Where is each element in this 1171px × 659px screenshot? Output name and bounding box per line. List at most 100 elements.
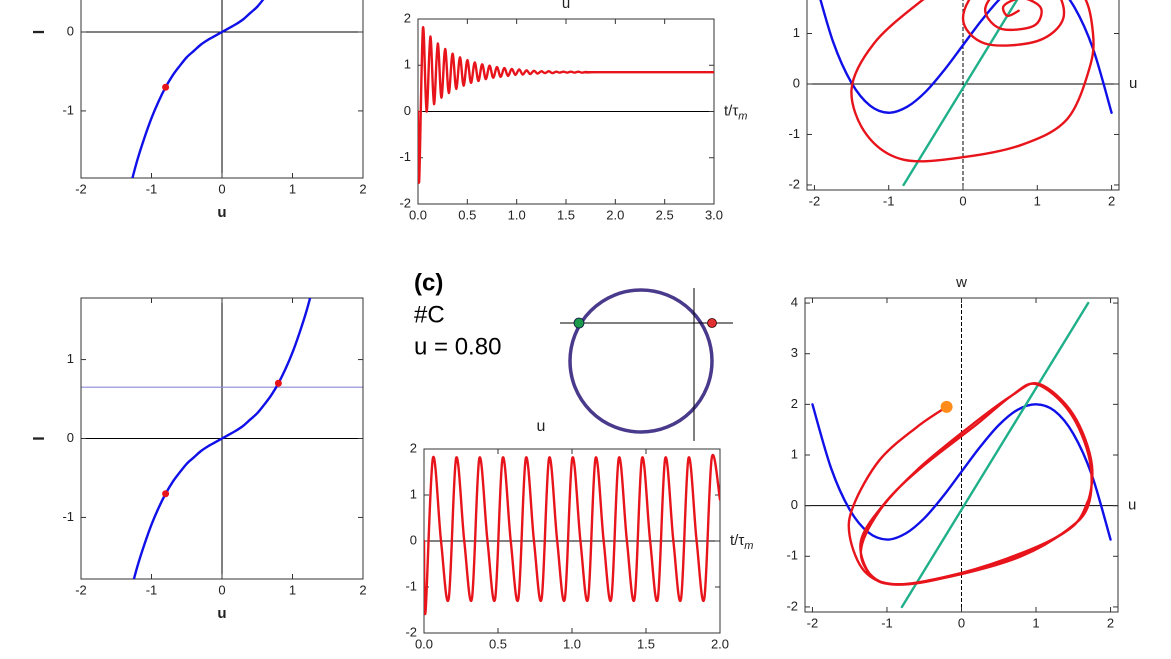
panel: -2 -1 0 1 2 -1 0 1 Iu: [31, 297, 367, 622]
panel-label: (c): [414, 269, 443, 296]
plot-area: [819, 0, 1113, 187]
y-tick-label: -1: [786, 548, 798, 563]
x-tick-label: -1: [146, 181, 158, 196]
x-axis-label-text: t/τ: [730, 532, 744, 549]
marker: [162, 83, 170, 91]
x-tick-label: 0: [218, 181, 225, 196]
y-tick-label: -1: [405, 578, 417, 593]
curve: [819, 0, 1113, 114]
state-dot: [573, 317, 585, 329]
panel: 0.0 0.5 1.0 1.5 2.0 2.5 3.0 -2 -1 0 1 2 u t/τm: [399, 0, 747, 222]
x-tick-label: -1: [146, 582, 158, 597]
x-tick-label: -1: [881, 615, 893, 630]
marker: [274, 379, 282, 387]
x-tick-label: 0.0: [415, 636, 433, 651]
orbit: [568, 288, 714, 434]
plot-area: [132, 298, 312, 579]
y-tick-label: 0: [404, 103, 411, 118]
x-tick-label: 1.5: [637, 636, 655, 651]
x-tick-label: 2.5: [656, 207, 674, 222]
plot-area: [131, 0, 265, 178]
x-tick-label: 3.0: [705, 207, 723, 222]
inset-label: u: [537, 418, 546, 435]
panel: -2 -1 0 1 2 -2 -1 0 1 2 3 4 w u: [786, 274, 1136, 630]
y-tick-label: 3: [791, 345, 798, 360]
y-tick-label: -1: [62, 102, 74, 117]
y-tick-label: 0: [793, 75, 800, 90]
x-axis-label-text: u: [1128, 497, 1136, 514]
curve: [131, 0, 265, 178]
panel-title: w: [955, 274, 967, 291]
x-axis-label-text: t/τ: [724, 102, 738, 119]
y-tick-label: 2: [404, 10, 411, 25]
x-tick-label: 1: [289, 582, 296, 597]
x-tick-label: 2.0: [711, 636, 729, 651]
x-axis-label-text: u: [217, 204, 226, 221]
x-tick-label: -2: [75, 181, 87, 196]
y-tick-label: 1: [410, 486, 417, 501]
curve: [847, 382, 1094, 586]
x-axis-label-text: u: [1129, 75, 1137, 92]
marker: [162, 490, 170, 498]
y-tick-label: 0: [410, 532, 417, 547]
x-tick-label: -1: [883, 193, 895, 208]
panel: 0.0 0.5 1.0 1.5 2.0 -2 -1 0 1 2 t/τm: [405, 440, 753, 651]
x-axis-label: t/τm: [730, 532, 753, 552]
x-tick-label: 2: [359, 582, 366, 597]
curve: [811, 403, 1112, 541]
x-axis-label: t/τm: [724, 102, 747, 122]
curve: [132, 298, 312, 579]
y-tick-label: 4: [791, 295, 798, 310]
y-tick-label: -1: [399, 149, 411, 164]
x-tick-label: 1: [1034, 193, 1041, 208]
x-tick-label: -2: [809, 193, 821, 208]
panel: -2 -1 0 1 2 -1 0 Iu: [31, 0, 367, 221]
x-axis-label: u: [1128, 497, 1136, 514]
x-tick-label: 0.5: [489, 636, 507, 651]
y-axis-label: I: [31, 436, 48, 440]
panel: -2 -1 0 1 2 -2 -1 0 1 u: [788, 0, 1137, 208]
x-tick-label: 0.5: [458, 207, 476, 222]
circle-diagram: [560, 288, 733, 441]
x-tick-label: 0.0: [409, 207, 427, 222]
x-tick-label: 1.5: [557, 207, 575, 222]
curve: [424, 453, 720, 616]
x-tick-label: 0: [218, 582, 225, 597]
y-tick-label: -2: [405, 624, 417, 639]
x-tick-label: -2: [807, 615, 819, 630]
x-tick-label: 2: [1107, 615, 1114, 630]
x-tick-label: 1: [289, 181, 296, 196]
panel-title: u: [562, 0, 570, 12]
y-tick-label: -1: [788, 126, 800, 141]
y-tick-label: -1: [62, 509, 74, 524]
x-tick-label: 2.0: [606, 207, 624, 222]
x-tick-label: 1: [1032, 615, 1039, 630]
y-tick-label: -2: [786, 598, 798, 613]
x-axis-label-text: u: [217, 605, 226, 622]
y-tick-label: -2: [399, 195, 411, 210]
marker: [940, 400, 953, 413]
y-tick-label: 0: [67, 430, 74, 445]
y-axis-label: I: [31, 30, 48, 34]
x-tick-label: 2: [1108, 193, 1115, 208]
y-tick-label: 0: [791, 497, 798, 512]
x-axis-label: u: [217, 605, 226, 622]
x-tick-label: 2: [359, 181, 366, 196]
note: u = 0.80: [414, 333, 501, 360]
plot-area: [811, 301, 1112, 609]
plot-area: [418, 26, 714, 184]
y-tick-label: 1: [793, 25, 800, 40]
curve: [418, 26, 714, 184]
curve: [902, 0, 1019, 187]
curve: [900, 301, 1090, 609]
state-dot: [707, 318, 717, 328]
x-axis-label-sub: m: [744, 540, 753, 552]
x-tick-label: 1.0: [508, 207, 526, 222]
y-tick-label: 2: [791, 396, 798, 411]
x-tick-label: 1.0: [563, 636, 581, 651]
y-tick-label: -2: [788, 176, 800, 191]
x-tick-label: 0: [958, 615, 965, 630]
y-tick-label: 1: [791, 446, 798, 461]
x-axis-label: u: [1129, 75, 1137, 92]
